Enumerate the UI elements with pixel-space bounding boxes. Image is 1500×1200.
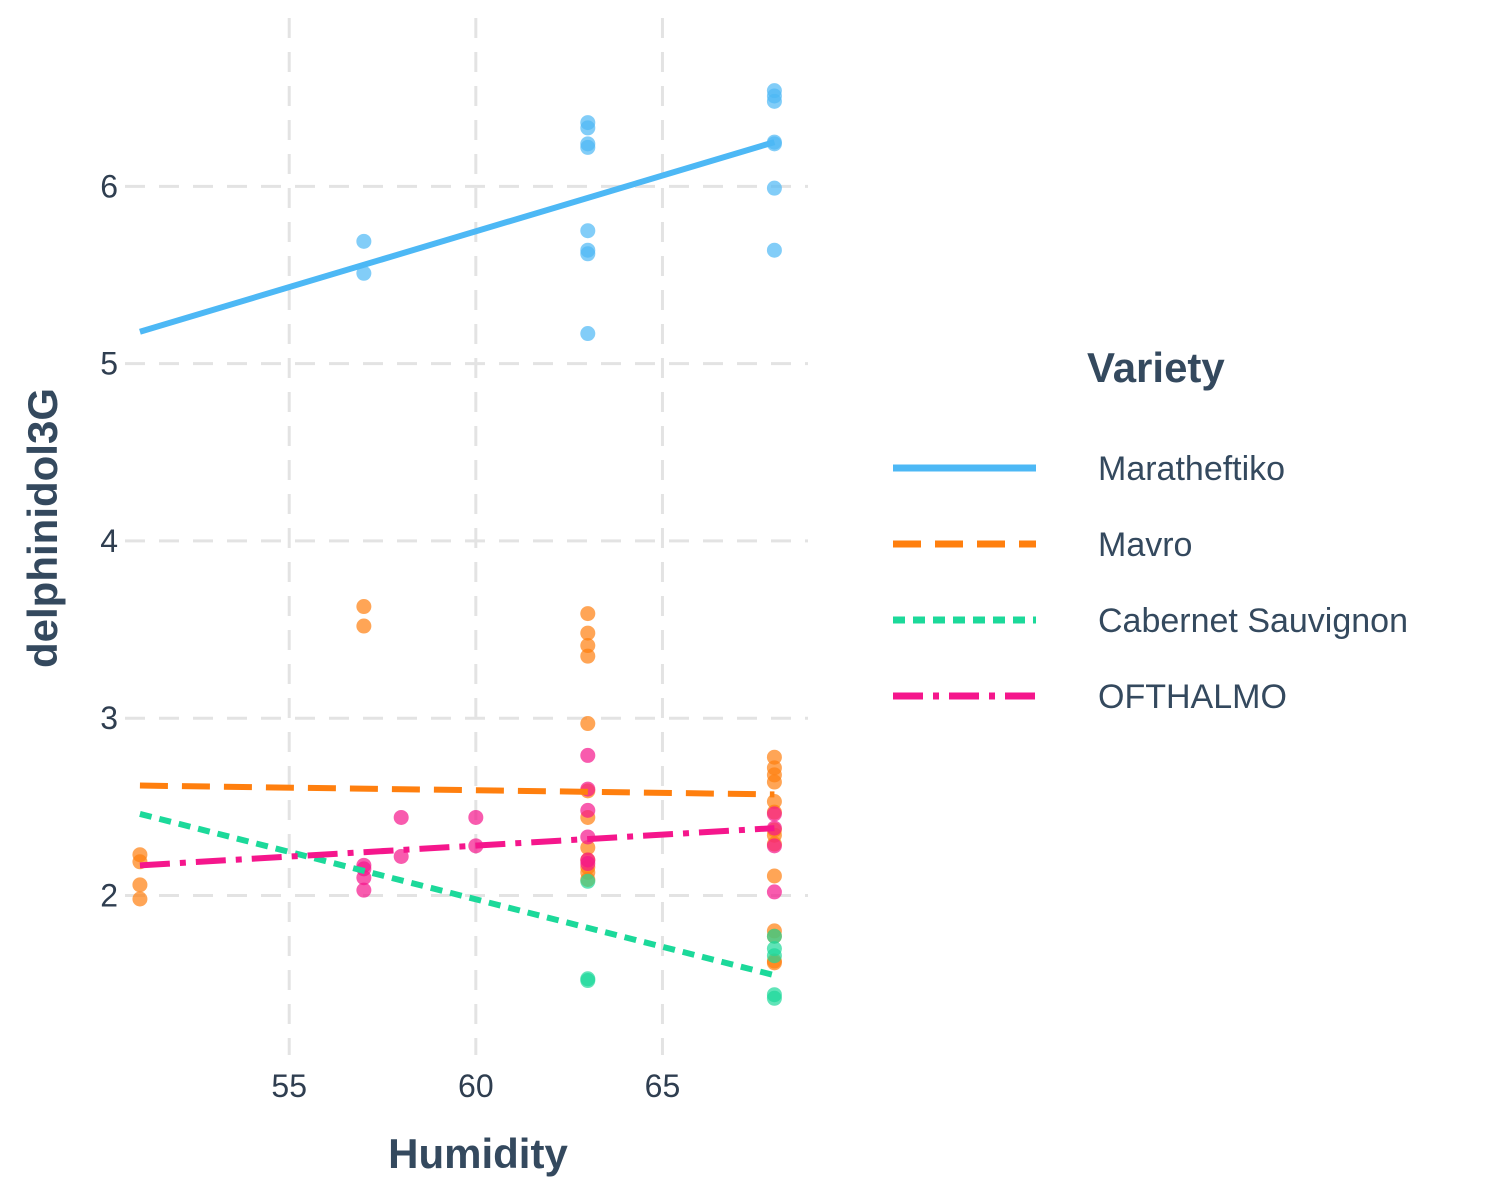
point-maratheftiko <box>356 233 372 249</box>
y-tick-label: 6 <box>100 168 118 204</box>
point-mavro <box>580 648 596 664</box>
point-maratheftiko <box>580 120 596 136</box>
point-maratheftiko <box>766 242 782 258</box>
point-mavro <box>580 625 596 641</box>
point-mavro <box>356 599 372 615</box>
point-mavro <box>580 840 596 856</box>
point-ofthalmo <box>356 882 372 898</box>
point-ofthalmo <box>580 747 596 763</box>
point-cabernet-sauvignon <box>580 973 596 989</box>
point-mavro <box>580 606 596 622</box>
x-axis-title: Humidity <box>388 1130 568 1177</box>
point-maratheftiko <box>356 265 372 281</box>
y-tick-label: 4 <box>100 523 118 559</box>
x-tick-label: 65 <box>645 1068 681 1104</box>
point-ofthalmo <box>356 870 372 886</box>
point-ofthalmo <box>468 809 484 825</box>
point-mavro <box>132 891 148 907</box>
point-ofthalmo <box>580 856 596 872</box>
point-maratheftiko <box>580 326 596 342</box>
point-ofthalmo <box>393 809 409 825</box>
point-mavro <box>356 618 372 634</box>
trend-line-mavro <box>139 782 775 798</box>
point-ofthalmo <box>766 884 782 900</box>
point-maratheftiko <box>580 223 596 239</box>
point-cabernet-sauvignon <box>766 928 782 944</box>
legend-title: Variety <box>1087 344 1225 391</box>
legend-label-mavro: Mavro <box>1098 526 1192 564</box>
y-axis-ticks: 2 3 4 5 6 <box>100 168 118 913</box>
point-mavro <box>766 794 782 810</box>
point-mavro <box>766 774 782 790</box>
point-mavro <box>766 749 782 765</box>
point-cabernet-sauvignon <box>766 948 782 964</box>
legend-label-ofthalmo: OFTHALMO <box>1098 678 1287 716</box>
point-mavro <box>766 868 782 884</box>
x-tick-label: 55 <box>271 1068 307 1104</box>
point-cabernet-sauvignon <box>580 873 596 889</box>
trend-line-ofthalmo <box>139 825 775 869</box>
point-maratheftiko <box>580 246 596 262</box>
legend: Variety Maratheftiko Mavro Cabernet Sauvig… <box>893 344 1408 716</box>
point-ofthalmo <box>580 802 596 818</box>
legend-label-cabernet-sauvignon: Cabernet Sauvignon <box>1098 602 1408 640</box>
grid <box>125 18 808 1055</box>
point-maratheftiko <box>766 93 782 109</box>
point-cabernet-sauvignon <box>766 990 782 1006</box>
y-tick-label: 2 <box>100 877 118 913</box>
x-tick-label: 60 <box>458 1068 494 1104</box>
point-maratheftiko <box>766 180 782 196</box>
y-tick-label: 5 <box>100 346 118 382</box>
point-ofthalmo <box>766 806 782 822</box>
data-points <box>132 83 782 1006</box>
point-maratheftiko <box>580 139 596 155</box>
point-mavro <box>132 877 148 893</box>
y-axis-title: delphinidol3G <box>19 388 66 668</box>
point-mavro <box>580 716 596 732</box>
trend-line-cabernet-sauvignon <box>139 811 776 979</box>
y-tick-label: 3 <box>100 700 118 736</box>
point-ofthalmo <box>766 838 782 854</box>
trend-line-maratheftiko <box>139 139 776 335</box>
legend-label-maratheftiko: Maratheftiko <box>1098 450 1285 488</box>
x-axis-ticks: 55 60 65 <box>271 1068 680 1104</box>
trend-lines <box>139 139 776 979</box>
point-mavro <box>580 638 596 654</box>
